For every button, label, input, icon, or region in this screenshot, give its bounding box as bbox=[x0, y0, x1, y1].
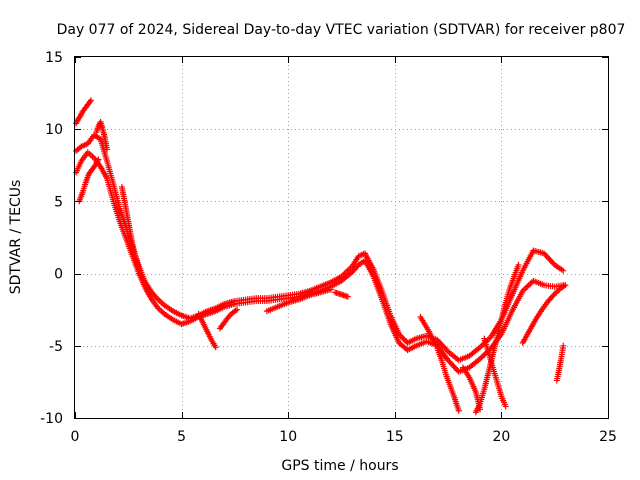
y-tick-label: -5 bbox=[49, 339, 63, 355]
y-tick-label: 5 bbox=[54, 194, 63, 210]
data-point bbox=[502, 403, 509, 410]
y-tick-label: 0 bbox=[54, 267, 63, 283]
data-point bbox=[327, 286, 334, 293]
data-point bbox=[344, 293, 351, 300]
data-point bbox=[455, 407, 462, 414]
data-point bbox=[212, 344, 219, 351]
data-point bbox=[87, 97, 94, 104]
x-tick-label: 0 bbox=[71, 429, 80, 445]
data-point bbox=[103, 146, 110, 153]
series-track-secondary bbox=[73, 149, 567, 375]
series-track-2-3h bbox=[118, 183, 142, 273]
series-track-19.5-20h-drop bbox=[481, 335, 509, 410]
series-track-6-7h bbox=[195, 311, 219, 351]
series-track-main bbox=[73, 131, 567, 364]
data-point bbox=[135, 266, 142, 273]
data-point bbox=[560, 267, 567, 274]
series-track-18-19h bbox=[460, 364, 484, 413]
y-axis-label: SDTVAR / TECUs bbox=[8, 180, 24, 295]
data-point bbox=[515, 261, 522, 268]
series-track-7-8h bbox=[216, 306, 241, 332]
x-tick-label: 10 bbox=[279, 429, 297, 445]
data-point bbox=[562, 282, 569, 289]
series-track-peak-1-2h bbox=[93, 118, 110, 153]
y-tick-label: 15 bbox=[45, 50, 63, 66]
data-point bbox=[234, 306, 241, 313]
data-point bbox=[560, 342, 567, 349]
y-tick-label: -10 bbox=[40, 411, 63, 427]
x-tick-label: 5 bbox=[177, 429, 186, 445]
x-tick-label: 25 bbox=[599, 429, 617, 445]
data-point bbox=[95, 156, 102, 163]
data-point bbox=[400, 335, 407, 342]
x-tick-label: 20 bbox=[492, 429, 510, 445]
y-tick-label: 10 bbox=[45, 122, 63, 138]
series-track-23h-tail bbox=[553, 342, 567, 384]
data-points bbox=[73, 97, 569, 416]
series-track-12h-stub bbox=[332, 289, 351, 300]
x-tick-label: 15 bbox=[386, 429, 404, 445]
series-track-17-18h-dip bbox=[434, 345, 462, 414]
grid bbox=[75, 57, 608, 418]
series-track-21-23h-low bbox=[519, 282, 569, 346]
axes: 0 5 10 15 20 25 -10 -5 0 5 10 15 bbox=[40, 50, 617, 445]
chart-title: Day 077 of 2024, Sidereal Day-to-day VTE… bbox=[57, 22, 626, 38]
series-track-9-12h bbox=[263, 286, 334, 315]
series-track-early-high bbox=[73, 97, 94, 127]
x-axis-label: GPS time / hours bbox=[281, 458, 398, 474]
series-track-19-21h-rise bbox=[472, 261, 522, 416]
plot-frame bbox=[74, 56, 609, 419]
